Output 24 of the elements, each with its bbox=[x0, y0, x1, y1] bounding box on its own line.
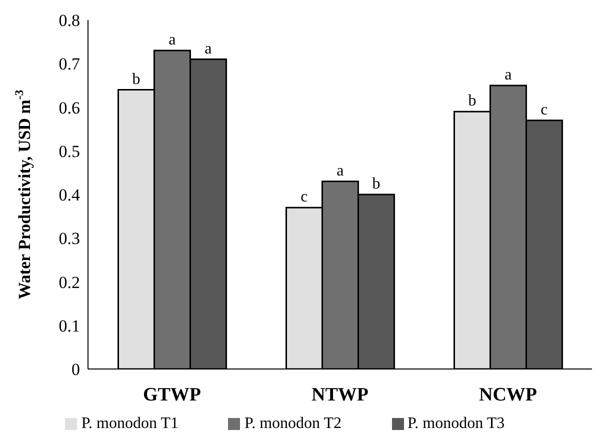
data-label: a bbox=[504, 66, 512, 84]
legend-label: P. monodon T3 bbox=[408, 415, 505, 432]
y-tick-label: 0 bbox=[72, 360, 80, 380]
data-label: b bbox=[468, 92, 476, 110]
y-tick-label: 0.6 bbox=[58, 98, 80, 118]
x-tick-label: GTWP bbox=[142, 384, 202, 406]
data-label: c bbox=[300, 188, 308, 206]
data-label: c bbox=[540, 101, 548, 118]
data-label: a bbox=[204, 40, 212, 58]
x-tick-label: NCWP bbox=[478, 384, 538, 406]
y-tick-label: 0.8 bbox=[58, 11, 80, 30]
y-tick-label: 0.1 bbox=[58, 316, 80, 336]
y-tick-label: 0.3 bbox=[58, 229, 80, 248]
data-label: b bbox=[132, 70, 140, 88]
data-label: b bbox=[372, 176, 380, 192]
legend-label: P. monodon T2 bbox=[244, 415, 342, 432]
data-label: a bbox=[168, 32, 176, 49]
legend-label: P. monodon T1 bbox=[81, 415, 178, 432]
y-tick-label: 0.2 bbox=[58, 272, 80, 292]
data-label: a bbox=[336, 162, 344, 180]
y-tick-label: 0.4 bbox=[58, 186, 80, 205]
x-tick-label: NTWP bbox=[312, 384, 369, 406]
y-tick-label: 0.5 bbox=[58, 142, 80, 161]
y-tick-label: 0.7 bbox=[58, 54, 80, 74]
